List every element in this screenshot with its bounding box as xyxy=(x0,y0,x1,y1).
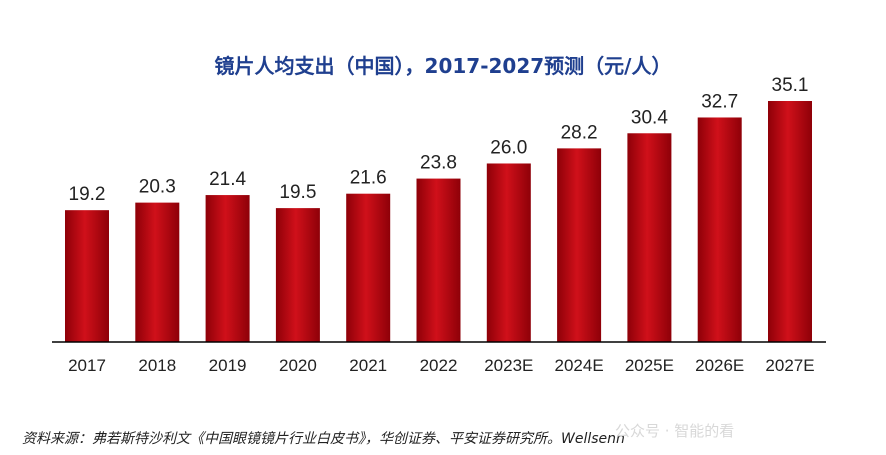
x-tick-label-2024E: 2024E xyxy=(555,356,604,375)
bar-2021 xyxy=(346,193,391,342)
x-tick-label-2020: 2020 xyxy=(279,356,317,375)
x-tick-label-2019: 2019 xyxy=(209,356,247,375)
value-label-2024E: 28.2 xyxy=(561,122,598,143)
value-label-2026E: 32.7 xyxy=(701,91,738,112)
value-label-2025E: 30.4 xyxy=(631,107,668,128)
bar-2027E xyxy=(768,101,812,342)
bar-2025E xyxy=(627,133,672,342)
x-tick-label-2023E: 2023E xyxy=(484,356,533,375)
x-tick-label-2025E: 2025E xyxy=(625,356,674,375)
value-label-2018: 20.3 xyxy=(139,177,176,198)
x-tick-label-2018: 2018 xyxy=(138,356,176,375)
value-label-2023E: 26.0 xyxy=(490,137,527,158)
value-label-2019: 21.4 xyxy=(209,169,246,190)
value-label-2021: 21.6 xyxy=(350,168,387,189)
x-tick-label-2022: 2022 xyxy=(420,356,458,375)
x-tick-labels-group: 2017 2018 2019 2020 2021 2022 2023E 2024E 2025E 2… xyxy=(68,356,815,375)
bar-2023E xyxy=(486,163,531,342)
watermark: 公众号 · 智能的看 xyxy=(615,422,735,440)
bar-2026E xyxy=(697,117,742,342)
chart-title: 镜片人均支出（中国），2017-2027预测（元/人） xyxy=(214,54,672,78)
bar-2017 xyxy=(65,210,109,342)
bar-2018 xyxy=(135,202,180,342)
source-note: 资料来源：弗若斯特沙利文《中国眼镜镜片行业白皮书》，华创证券、平安证券研究所。W… xyxy=(22,431,625,447)
bars-group xyxy=(65,101,812,342)
value-label-2022: 23.8 xyxy=(420,153,457,174)
value-label-2027E: 35.1 xyxy=(772,75,809,96)
bar-chart: 19.2 20.3 21.4 19.5 21.6 23.8 26.0 28.2 30.4 32.7… xyxy=(52,75,826,375)
x-tick-label-2021: 2021 xyxy=(349,356,387,375)
bar-2024E xyxy=(557,148,602,342)
value-label-2020: 19.5 xyxy=(279,182,316,203)
value-labels-group: 19.2 20.3 21.4 19.5 21.6 23.8 26.0 28.2 30.4 32.7… xyxy=(69,75,809,205)
x-tick-label-2017: 2017 xyxy=(68,356,106,375)
x-tick-label-2027E: 2027E xyxy=(765,356,814,375)
value-label-2017: 19.2 xyxy=(69,184,106,205)
x-tick-label-2026E: 2026E xyxy=(695,356,744,375)
bar-2022 xyxy=(416,178,461,342)
bar-2019 xyxy=(205,195,250,342)
bar-2020 xyxy=(275,208,320,342)
